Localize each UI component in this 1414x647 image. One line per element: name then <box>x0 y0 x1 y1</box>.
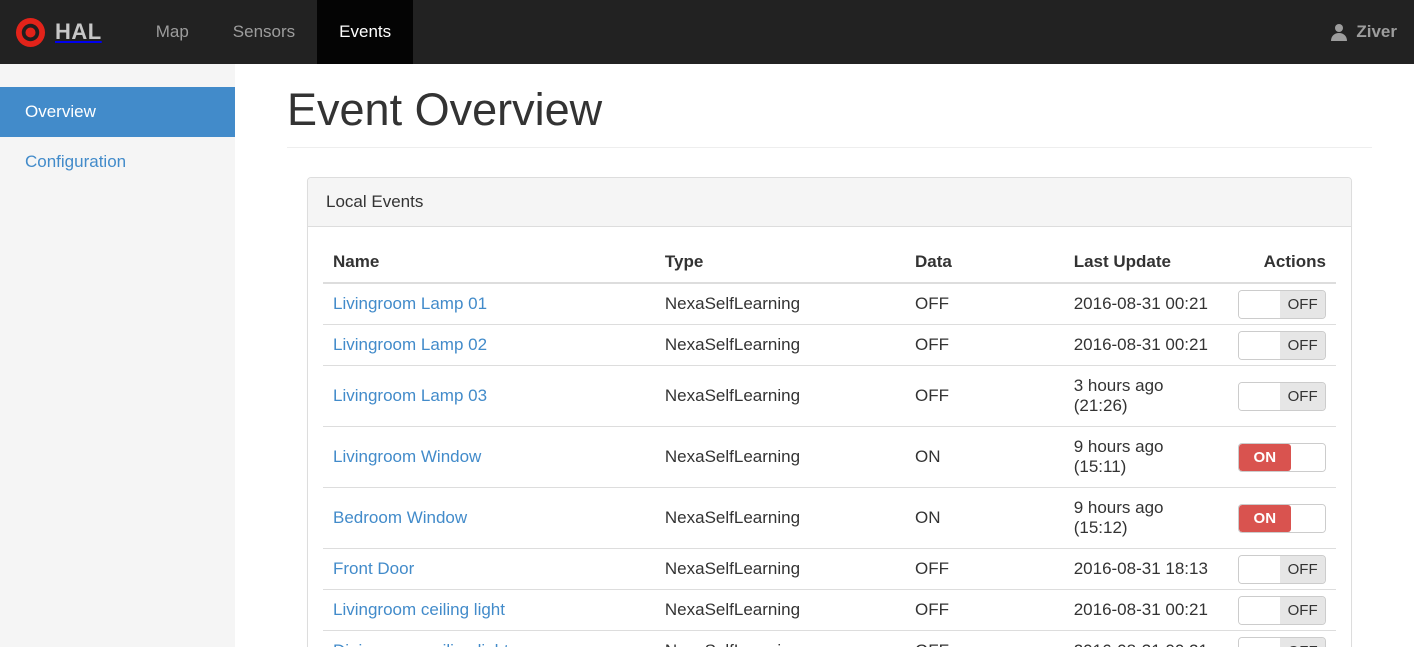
toggle-switch[interactable]: OFF <box>1238 381 1326 411</box>
event-name-link[interactable]: Bedroom Window <box>333 508 468 527</box>
panel-title: Local Events <box>308 178 1351 227</box>
toggle-handle <box>1239 637 1281 647</box>
event-type: NexaSelfLearning <box>654 589 905 631</box>
table-row: Livingroom Lamp 03 NexaSelfLearning OFF … <box>323 365 1336 427</box>
tab-map[interactable]: Map <box>155 22 189 41</box>
event-last-update: 9 hours ago (15:12) <box>1063 487 1228 549</box>
sidebar-item-configuration[interactable]: Configuration <box>25 152 127 171</box>
page-title: Event Overview <box>287 85 1372 148</box>
top-navbar: HAL Map Sensors Events Ziver <box>0 0 1414 64</box>
table-row: Livingroom Window NexaSelfLearning ON 9 … <box>323 426 1336 488</box>
user-name: Ziver <box>1356 22 1397 41</box>
brand-link[interactable]: HAL <box>0 0 118 64</box>
toggle-handle <box>1290 504 1325 532</box>
event-last-update: 3 hours ago (21:26) <box>1063 365 1228 427</box>
toggle-handle <box>1239 290 1281 318</box>
event-data-value: ON <box>905 426 1064 488</box>
toggle-switch[interactable]: OFF <box>1238 554 1326 584</box>
event-data-value: OFF <box>905 282 1064 325</box>
toggle-label: OFF <box>1280 555 1325 583</box>
event-last-update: 2016-08-31 00:21 <box>1063 589 1228 631</box>
toggle-switch[interactable]: OFF <box>1238 289 1326 319</box>
tab-sensors[interactable]: Sensors <box>232 22 296 41</box>
panel-body: Name Type Data Last Update Actions Livin… <box>308 227 1351 647</box>
column-header-last-update: Last Update <box>1063 242 1228 284</box>
sidebar: Overview Configuration <box>0 64 235 647</box>
user-menu[interactable]: Ziver <box>1329 0 1414 64</box>
table-row: Livingroom ceiling light NexaSelfLearnin… <box>323 589 1336 631</box>
toggle-label: OFF <box>1280 290 1325 318</box>
column-header-name: Name <box>323 242 655 284</box>
event-data-value: OFF <box>905 630 1064 647</box>
toggle-handle <box>1290 443 1325 471</box>
local-events-panel: Local Events Name Type Data Last Update … <box>307 177 1352 647</box>
table-row: Livingroom Lamp 02 NexaSelfLearning OFF … <box>323 324 1336 366</box>
toggle-label: OFF <box>1280 382 1325 410</box>
toggle-label: OFF <box>1280 331 1325 359</box>
event-name-link[interactable]: Livingroom Lamp 02 <box>333 335 488 354</box>
event-data-value: ON <box>905 487 1064 549</box>
event-type: NexaSelfLearning <box>654 324 905 366</box>
toggle-switch[interactable]: ON <box>1238 442 1326 472</box>
event-last-update: 9 hours ago (15:11) <box>1063 426 1228 488</box>
sidebar-item-overview[interactable]: Overview <box>0 87 235 137</box>
events-table: Name Type Data Last Update Actions Livin… <box>323 242 1336 647</box>
toggle-handle <box>1239 555 1281 583</box>
event-data-value: OFF <box>905 589 1064 631</box>
event-data-value: OFF <box>905 324 1064 366</box>
event-name-link[interactable]: Livingroom Lamp 01 <box>333 294 488 313</box>
event-name-link[interactable]: Livingroom Lamp 03 <box>333 386 488 405</box>
event-type: NexaSelfLearning <box>654 282 905 325</box>
tab-events[interactable]: Events <box>317 0 414 64</box>
toggle-switch[interactable]: OFF <box>1238 330 1326 360</box>
event-type: NexaSelfLearning <box>654 365 905 427</box>
toggle-handle <box>1239 596 1281 624</box>
bullseye-icon <box>15 17 46 47</box>
main-nav: Map Sensors Events <box>134 0 414 64</box>
column-header-data: Data <box>905 242 1064 284</box>
toggle-label: ON <box>1239 504 1291 532</box>
toggle-switch[interactable]: ON <box>1238 503 1326 533</box>
brand-title: HAL <box>55 19 102 44</box>
toggle-label: OFF <box>1280 637 1325 647</box>
event-type: NexaSelfLearning <box>654 630 905 647</box>
event-data-value: OFF <box>905 548 1064 590</box>
column-header-actions: Actions <box>1228 242 1336 284</box>
column-header-type: Type <box>654 242 905 284</box>
event-last-update: 2016-08-31 00:21 <box>1063 630 1228 647</box>
event-name-link[interactable]: Livingroom ceiling light <box>333 600 505 619</box>
event-last-update: 2016-08-31 18:13 <box>1063 548 1228 590</box>
event-type: NexaSelfLearning <box>654 426 905 488</box>
table-row: Bedroom Window NexaSelfLearning ON 9 hou… <box>323 487 1336 549</box>
toggle-switch[interactable]: OFF <box>1238 595 1326 625</box>
toggle-switch[interactable]: OFF <box>1238 636 1326 647</box>
person-icon <box>1331 24 1348 41</box>
table-row: Diningroom ceiling light NexaSelfLearnin… <box>323 630 1336 647</box>
toggle-label: ON <box>1239 443 1291 471</box>
table-header-row: Name Type Data Last Update Actions <box>323 242 1336 284</box>
main-content: Event Overview Local Events Name Type Da… <box>235 64 1414 647</box>
toggle-label: OFF <box>1280 596 1325 624</box>
event-name-link[interactable]: Diningroom ceiling light <box>333 641 509 647</box>
event-last-update: 2016-08-31 00:21 <box>1063 282 1228 325</box>
toggle-handle <box>1239 331 1281 359</box>
event-name-link[interactable]: Livingroom Window <box>333 447 482 466</box>
table-row: Front Door NexaSelfLearning OFF 2016-08-… <box>323 548 1336 590</box>
table-row: Livingroom Lamp 01 NexaSelfLearning OFF … <box>323 282 1336 325</box>
event-type: NexaSelfLearning <box>654 487 905 549</box>
toggle-handle <box>1239 382 1281 410</box>
event-name-link[interactable]: Front Door <box>333 559 415 578</box>
event-last-update: 2016-08-31 00:21 <box>1063 324 1228 366</box>
event-data-value: OFF <box>905 365 1064 427</box>
event-type: NexaSelfLearning <box>654 548 905 590</box>
